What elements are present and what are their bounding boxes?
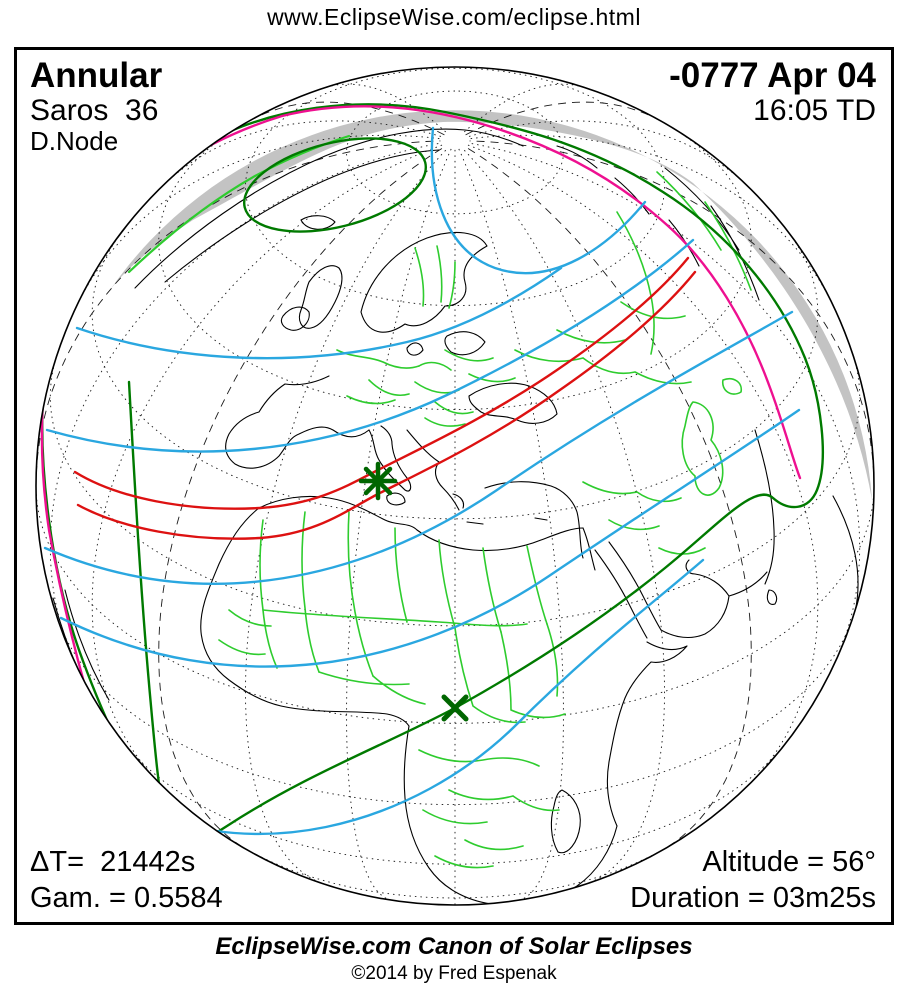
saros-label: Saros 36: [30, 93, 159, 127]
graticule: [36, 67, 874, 905]
penumbra-limit-curves: [41, 103, 824, 862]
annular-path-limits: [73, 256, 697, 540]
gamma-value: Gam. = 0.5584: [30, 881, 223, 914]
rise-set-curve: [40, 105, 802, 800]
sub-solar-point-marker: [441, 694, 469, 722]
greatest-eclipse-marker: [358, 461, 398, 501]
country-borders: [127, 134, 752, 869]
delta-t-value: ΔT= 21442s: [30, 846, 196, 879]
globe-map: [35, 66, 875, 906]
node-label: D.Node: [30, 126, 119, 157]
site-url: www.EclipseWise.com/eclipse.html: [267, 4, 641, 30]
eclipse-date-label: -0777 Apr 04: [669, 56, 876, 95]
coastlines: [52, 128, 859, 905]
eclipse-time-label: 16:05 TD: [753, 93, 876, 127]
map-frame: Annular Saros 36 D.Node -0777 Apr 04 16:…: [14, 47, 894, 925]
eclipse-type-label: Annular: [30, 56, 163, 95]
terminator-shading: [110, 110, 872, 500]
max-eclipse-curves: [43, 126, 801, 836]
copyright: ©2014 by Fred Espenak: [351, 963, 557, 984]
altitude-value: Altitude = 56°: [702, 846, 876, 879]
canon-title: EclipseWise.com Canon of Solar Eclipses: [215, 933, 693, 960]
duration-value: Duration = 03m25s: [630, 881, 876, 914]
globe-limb: [35, 66, 875, 906]
